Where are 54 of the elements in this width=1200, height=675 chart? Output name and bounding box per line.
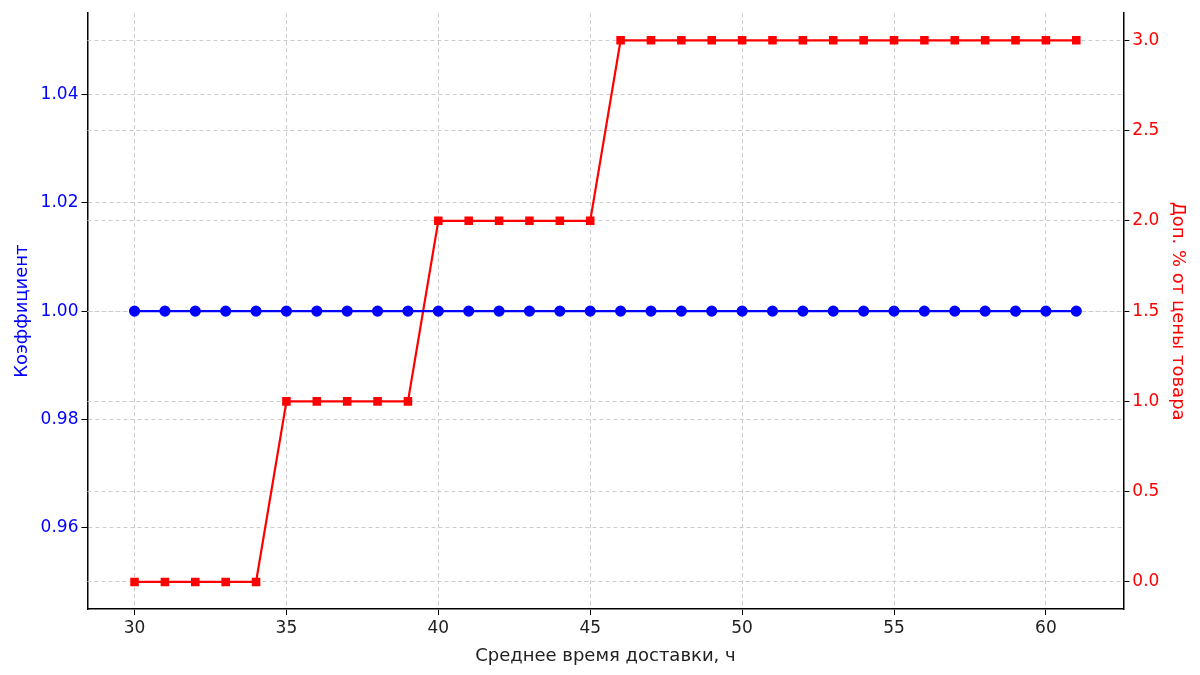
point [1011, 36, 1020, 45]
y2-tick-label: 1.0 [1132, 389, 1160, 410]
point [677, 36, 686, 45]
point [312, 397, 322, 406]
point [251, 577, 261, 587]
point [494, 216, 504, 226]
x-tick-label: 60 [1035, 616, 1057, 637]
x-tick-label: 40 [427, 616, 450, 637]
point [980, 36, 990, 45]
point [920, 36, 929, 45]
y-axis-title: Коэффициент [10, 244, 32, 378]
y2-axis-title: Доп. % от цены товара [1168, 201, 1190, 421]
point [1072, 36, 1081, 45]
point [282, 397, 291, 406]
x-tick-label: 55 [883, 616, 905, 637]
x-tick-label: 45 [579, 616, 602, 637]
point [859, 36, 868, 45]
point [555, 216, 565, 226]
point [585, 216, 595, 226]
x-tick-label: 30 [123, 616, 146, 637]
y-tick-label: 0.98 [40, 407, 79, 428]
point [798, 36, 808, 45]
y2-tick-label: 1.5 [1132, 299, 1160, 320]
y-tick-label: 1.02 [40, 191, 79, 212]
y-tick-label: 1.00 [40, 299, 79, 320]
point [646, 36, 656, 45]
point [950, 36, 960, 45]
point [464, 216, 473, 226]
point [160, 577, 170, 587]
point [525, 216, 534, 226]
point [221, 577, 230, 587]
point [889, 36, 899, 45]
y2-tick-label: 0.0 [1132, 570, 1160, 591]
y-tick-label: 0.96 [40, 516, 79, 537]
y2-tick-label: 3.0 [1132, 28, 1160, 49]
y2-tick-label: 2.0 [1132, 209, 1160, 230]
x-tick-label: 35 [275, 616, 298, 637]
point [707, 36, 717, 45]
y-tick-label: 1.04 [40, 82, 79, 103]
point [191, 577, 200, 587]
point [828, 36, 838, 45]
y2-tick-label: 0.5 [1132, 480, 1160, 501]
point [403, 397, 413, 406]
point [434, 216, 443, 226]
point [373, 397, 382, 406]
point [768, 36, 777, 45]
point [737, 36, 747, 45]
x-tick-label: 50 [731, 616, 753, 637]
x-axis-title: Среднее время доставки, ч [475, 643, 736, 665]
point [130, 577, 139, 587]
y2-tick-label: 2.5 [1132, 118, 1160, 139]
point [616, 36, 625, 45]
point [1041, 36, 1051, 45]
point [342, 397, 352, 406]
